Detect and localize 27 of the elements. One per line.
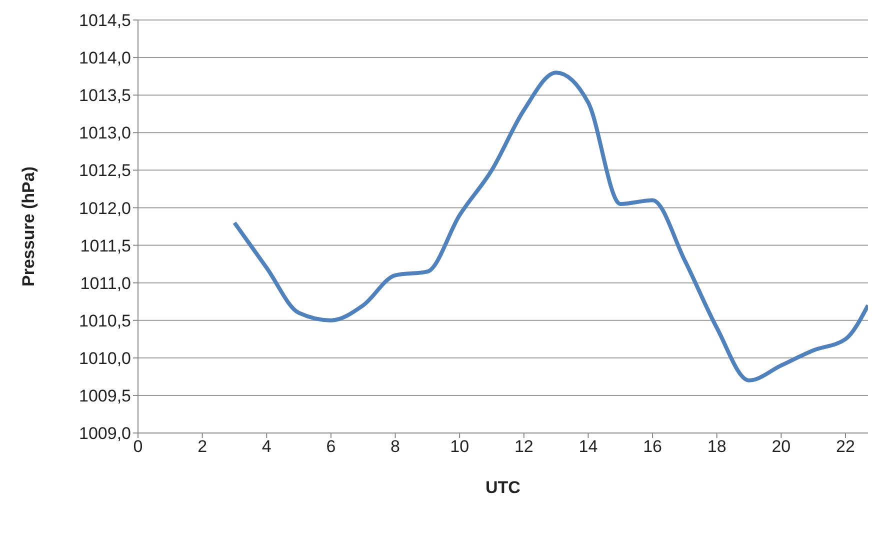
y-tick-label: 1009,0: [79, 424, 131, 444]
x-tick-label: 22: [836, 437, 855, 456]
y-tick-label: 1012,0: [79, 198, 131, 218]
y-tick-label: 1013,5: [79, 86, 131, 106]
y-tick-label: 1010,0: [79, 348, 131, 368]
y-tick-label: 1014,0: [79, 48, 131, 68]
y-tick-label: 1010,5: [79, 311, 131, 330]
x-tick-label: 6: [326, 437, 336, 456]
x-tick-label: 2: [198, 437, 208, 456]
y-axis-title: Pressure (hPa): [19, 166, 38, 286]
x-tick-label: 14: [578, 437, 598, 456]
y-tick-label: 1011,5: [80, 236, 131, 256]
x-tick-label: 10: [450, 437, 470, 456]
x-tick-label: 18: [707, 437, 726, 456]
x-tick-label: 4: [262, 437, 272, 456]
x-axis-title: UTC: [486, 478, 520, 497]
x-tick-label: 20: [772, 437, 791, 456]
line-series: [232, 70, 868, 382]
y-tick-label: 1009,5: [79, 386, 131, 406]
x-tick-label: 8: [390, 437, 400, 456]
x-tick-label: 0: [133, 437, 143, 456]
x-tick-label: 16: [643, 437, 662, 456]
x-tick-label: 12: [514, 437, 534, 456]
y-tick-label: 1013,0: [79, 124, 131, 143]
y-tick-label: 1012,5: [79, 161, 131, 180]
y-tick-label: 1014,5: [79, 11, 131, 30]
y-tick-label: 1011,0: [80, 274, 131, 293]
